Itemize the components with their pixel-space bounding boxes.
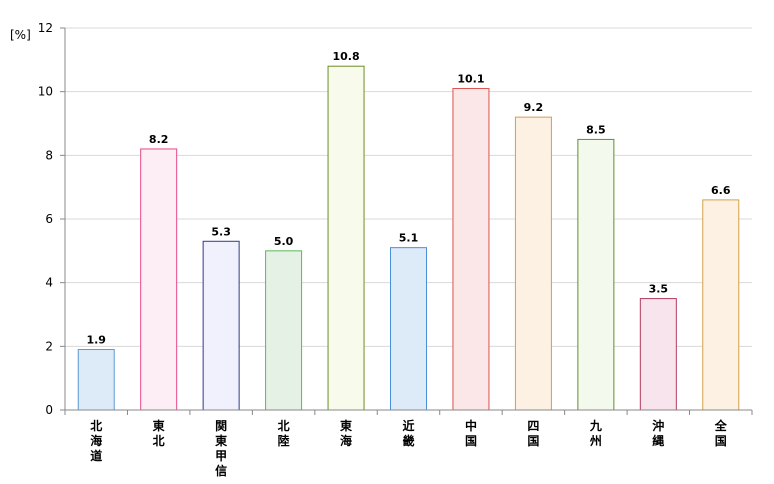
- bar: [514, 116, 552, 411]
- bar: [140, 148, 178, 411]
- bar: [452, 87, 490, 411]
- y-tick-label: 4: [45, 276, 53, 290]
- data-label: 5.3: [211, 225, 231, 238]
- labels: 0 2 4 6 8 10 12 1.9 北海道 8.2 東北 5.3 関東甲信 5.0 北陸 10.8 東海 5.…: [38, 21, 731, 478]
- y-tick-label: 6: [45, 212, 53, 226]
- data-label: 8.5: [586, 123, 606, 136]
- x-tick-label: 北陸: [278, 418, 290, 448]
- y-tick-label: 8: [45, 148, 53, 162]
- bars: [77, 65, 740, 411]
- x-tick-label: 東北: [153, 418, 165, 448]
- data-label: 3.5: [649, 283, 669, 296]
- axes: [60, 27, 753, 415]
- data-label: 8.2: [149, 133, 169, 146]
- x-tick-label: 九州: [589, 418, 602, 448]
- data-label: 10.8: [332, 50, 359, 63]
- data-label: 5.0: [274, 235, 294, 248]
- y-tick-label: 10: [38, 85, 53, 99]
- gridlines: [65, 27, 752, 347]
- bar: [77, 349, 115, 411]
- data-label: 6.6: [711, 184, 731, 197]
- x-tick-label: 四国: [527, 419, 539, 448]
- data-label: 10.1: [457, 72, 484, 85]
- x-tick-label: 東海: [340, 418, 352, 448]
- bar: [577, 138, 615, 411]
- y-tick-label: 12: [38, 21, 53, 35]
- bar: [639, 298, 677, 411]
- y-tick-label: 2: [45, 339, 53, 353]
- data-label: 9.2: [524, 101, 544, 114]
- y-axis-unit-label: [%]: [10, 28, 31, 42]
- x-tick-label: 沖縄: [652, 418, 664, 448]
- bar: [202, 240, 240, 411]
- y-tick-label: 0: [45, 403, 53, 417]
- data-label: 5.1: [399, 232, 419, 245]
- x-tick-label: 中国: [465, 418, 477, 448]
- x-tick-label: 近畿: [402, 418, 414, 448]
- data-label: 1.9: [86, 334, 106, 347]
- bar: [265, 250, 303, 411]
- x-tick-label: 全国: [714, 418, 728, 448]
- bar: [390, 247, 427, 411]
- bar: [702, 199, 740, 411]
- x-tick-label: 北海道: [90, 418, 102, 463]
- bar: [327, 65, 365, 411]
- x-tick-label: 関東甲信: [215, 419, 227, 478]
